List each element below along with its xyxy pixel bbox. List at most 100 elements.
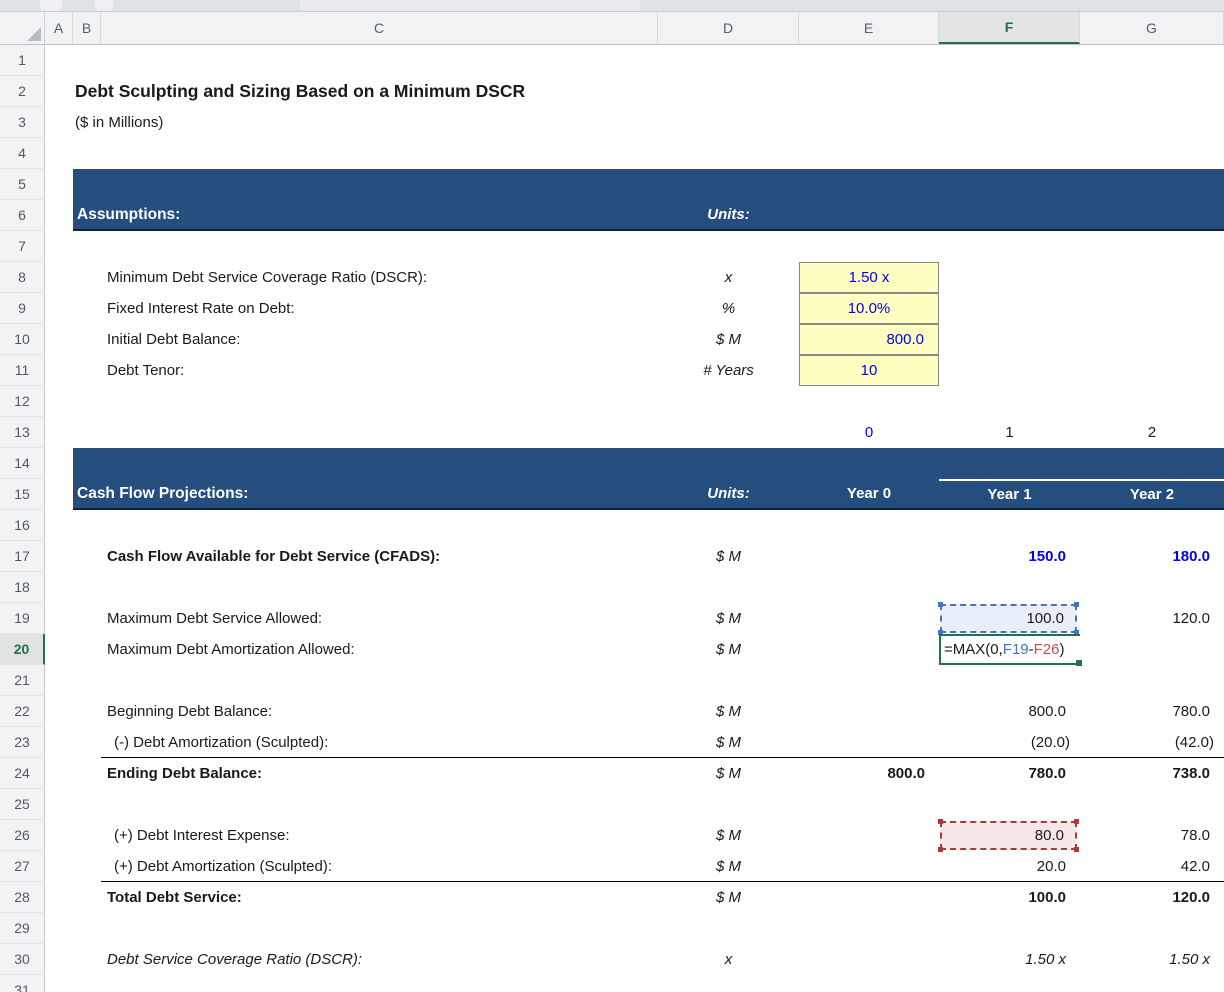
- row-header-25[interactable]: 25: [0, 789, 45, 820]
- cfads-unit[interactable]: $ M: [715, 548, 741, 565]
- assumptions-band[interactable]: [73, 169, 1224, 200]
- cell-G23[interactable]: (42.0): [1080, 727, 1224, 758]
- cell-F17-cfads-y1[interactable]: 150.0: [1028, 548, 1066, 565]
- cell-A17[interactable]: [45, 541, 73, 572]
- assumption-label-balance[interactable]: Initial Debt Balance:: [107, 331, 241, 348]
- dscr-label[interactable]: Debt Service Coverage Ratio (DSCR):: [107, 951, 363, 968]
- row-header-31[interactable]: 31: [0, 975, 45, 992]
- cell-F28[interactable]: 100.0: [1028, 889, 1066, 906]
- cell-G30[interactable]: 1.50 x: [1169, 951, 1210, 968]
- cell-A5[interactable]: [45, 169, 73, 200]
- end-balance-unit[interactable]: $ M: [715, 765, 741, 782]
- row-header-27[interactable]: 27: [0, 851, 45, 882]
- row-header-15[interactable]: 15: [0, 479, 45, 510]
- dscr-unit[interactable]: x: [724, 951, 733, 968]
- year-index-2[interactable]: 2: [1147, 424, 1157, 441]
- cell-B8[interactable]: [73, 262, 101, 293]
- cell-E17[interactable]: [799, 541, 939, 572]
- assumption-unit-tenor[interactable]: # Years: [703, 362, 754, 379]
- total-debt-service-unit[interactable]: $ M: [715, 889, 741, 906]
- cell-G22[interactable]: 780.0: [1172, 703, 1210, 720]
- column-header-F-selected[interactable]: F: [939, 12, 1080, 44]
- empty-row[interactable]: [45, 138, 1224, 169]
- max-debt-service-label[interactable]: Maximum Debt Service Allowed:: [107, 610, 323, 627]
- cell-A24[interactable]: [45, 758, 73, 789]
- cell-A9[interactable]: [45, 293, 73, 324]
- row-header-7[interactable]: 7: [0, 231, 45, 262]
- cell-F30[interactable]: 1.50 x: [1025, 951, 1066, 968]
- cell-D13[interactable]: [658, 417, 799, 448]
- assumptions-units-header[interactable]: Units:: [707, 206, 750, 223]
- cell-A22[interactable]: [45, 696, 73, 727]
- projections-header[interactable]: Cash Flow Projections:: [77, 484, 249, 502]
- selection-handle[interactable]: [1074, 630, 1079, 635]
- cell-E28[interactable]: [799, 882, 939, 913]
- interest-unit[interactable]: $ M: [715, 827, 741, 844]
- max-amortization-unit[interactable]: $ M: [715, 641, 741, 658]
- row-header-23[interactable]: 23: [0, 727, 45, 758]
- begin-balance-unit[interactable]: $ M: [715, 703, 741, 720]
- selection-handle[interactable]: [938, 630, 943, 635]
- cell-A14[interactable]: [45, 448, 73, 479]
- cell-B19[interactable]: [73, 603, 101, 634]
- row-header-8[interactable]: 8: [0, 262, 45, 293]
- year-index-0[interactable]: 0: [864, 424, 874, 441]
- projections-band[interactable]: [73, 448, 1224, 479]
- assumption-label-rate[interactable]: Fixed Interest Rate on Debt:: [107, 300, 295, 317]
- assumption-unit-rate[interactable]: %: [721, 300, 736, 317]
- cell-B10[interactable]: [73, 324, 101, 355]
- cell-E27[interactable]: [799, 851, 939, 882]
- projections-units-header[interactable]: Units:: [707, 485, 750, 502]
- cell-A15[interactable]: [45, 479, 73, 510]
- end-balance-label[interactable]: Ending Debt Balance:: [107, 765, 263, 782]
- row-header-22[interactable]: 22: [0, 696, 45, 727]
- row-header-14[interactable]: 14: [0, 448, 45, 479]
- row-header-21[interactable]: 21: [0, 665, 45, 696]
- input-cell-min-dscr[interactable]: 1.50 x: [799, 262, 939, 293]
- total-debt-service-label[interactable]: Total Debt Service:: [107, 889, 242, 906]
- cell-F19-referenced[interactable]: 100.0: [938, 602, 1079, 635]
- assumption-unit-balance[interactable]: $ M: [715, 331, 741, 348]
- row-header-26[interactable]: 26: [0, 820, 45, 851]
- year2-header[interactable]: Year 2: [1080, 479, 1224, 508]
- row-header-12[interactable]: 12: [0, 386, 45, 417]
- cell-A10[interactable]: [45, 324, 73, 355]
- cell-B23[interactable]: [73, 727, 101, 758]
- column-header-G[interactable]: G: [1080, 12, 1224, 44]
- interest-label[interactable]: (+) Debt Interest Expense:: [114, 827, 290, 844]
- empty-row[interactable]: [45, 231, 1224, 262]
- row-header-17[interactable]: 17: [0, 541, 45, 572]
- max-debt-service-unit[interactable]: $ M: [715, 610, 741, 627]
- cell-A26[interactable]: [45, 820, 73, 851]
- row-header-11[interactable]: 11: [0, 355, 45, 386]
- column-header-C[interactable]: C: [101, 12, 658, 44]
- empty-row[interactable]: [45, 665, 1224, 696]
- cell-G28[interactable]: 120.0: [1172, 889, 1210, 906]
- empty-row[interactable]: [45, 572, 1224, 603]
- cell-G24[interactable]: 738.0: [1172, 765, 1210, 782]
- empty-row[interactable]: [45, 913, 1224, 944]
- cell-B22[interactable]: [73, 696, 101, 727]
- amort-minus-label[interactable]: (-) Debt Amortization (Sculpted):: [101, 727, 658, 758]
- row-header-5[interactable]: 5: [0, 169, 45, 200]
- row-header-4[interactable]: 4: [0, 138, 45, 169]
- cell-G20[interactable]: [1080, 634, 1224, 665]
- page-title[interactable]: Debt Sculpting and Sizing Based on a Min…: [75, 81, 526, 101]
- empty-row[interactable]: [45, 45, 1224, 76]
- empty-row[interactable]: [45, 386, 1224, 417]
- cell-G17-cfads-y2[interactable]: 180.0: [1172, 548, 1210, 565]
- selection-handle[interactable]: [1074, 819, 1079, 824]
- input-cell-initial-balance[interactable]: 800.0: [799, 324, 939, 355]
- units-note[interactable]: ($ in Millions): [75, 114, 164, 131]
- selection-handle[interactable]: [1074, 602, 1079, 607]
- row-header-24[interactable]: 24: [0, 758, 45, 789]
- selection-handle[interactable]: [1074, 847, 1079, 852]
- cell-A2[interactable]: [45, 76, 73, 107]
- cell-F26-referenced[interactable]: 80.0: [938, 819, 1079, 852]
- cell-B9[interactable]: [73, 293, 101, 324]
- cell-E19[interactable]: [799, 603, 939, 634]
- row-header-1[interactable]: 1: [0, 45, 45, 76]
- column-header-B[interactable]: B: [73, 12, 101, 44]
- row-header-13[interactable]: 13: [0, 417, 45, 448]
- cell-C13[interactable]: [101, 417, 658, 448]
